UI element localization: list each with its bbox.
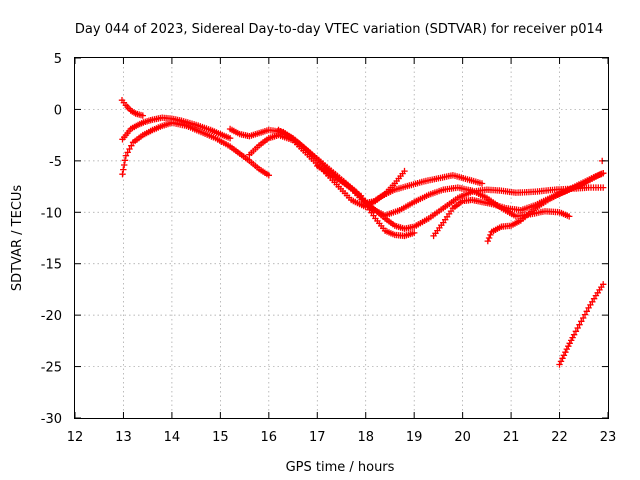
y-tick-label: 5 — [54, 52, 62, 67]
x-tick-label: 13 — [115, 430, 132, 445]
y-tick-label: -15 — [41, 258, 62, 273]
y-tick-label: -5 — [49, 155, 62, 170]
y-tick-label: 0 — [54, 103, 62, 118]
x-tick-label: 21 — [503, 430, 520, 445]
series-track-i — [430, 170, 607, 240]
chart-title: Day 044 of 2023, Sidereal Day-to-day VTE… — [75, 22, 603, 37]
axis-ticks: 12 13 14 15 16 17 18 19 20 21 22 23 5 0 -5 -10 -15 -20 -25… — [41, 52, 617, 445]
x-tick-label: 12 — [67, 430, 84, 445]
y-axis-title: SDTVAR / TECUs — [10, 185, 25, 292]
y-tick-label: -10 — [41, 206, 62, 221]
series-markers — [430, 170, 607, 240]
x-tick-label: 17 — [309, 430, 326, 445]
series-track-a — [119, 119, 272, 179]
series-markers — [119, 119, 272, 179]
series-markers — [556, 281, 607, 368]
series-track-k — [556, 281, 607, 368]
data-series — [118, 97, 607, 368]
y-tick-label: -25 — [41, 361, 62, 376]
x-tick-label: 18 — [357, 430, 374, 445]
grid — [75, 58, 608, 418]
x-tick-label: 22 — [551, 430, 568, 445]
series-markers — [118, 97, 146, 119]
x-tick-label: 14 — [164, 430, 181, 445]
series-track-b — [119, 114, 234, 143]
series-markers — [119, 114, 234, 143]
plot-frame — [74, 57, 609, 419]
x-tick-label: 23 — [600, 430, 617, 445]
x-tick-label: 20 — [454, 430, 471, 445]
y-tick-label: -20 — [41, 309, 62, 324]
x-axis-title: GPS time / hours — [286, 460, 395, 475]
y-tick-label: -30 — [41, 412, 62, 427]
series-track-c — [118, 97, 146, 119]
x-tick-label: 19 — [406, 430, 423, 445]
series-markers — [484, 170, 607, 245]
x-tick-label: 15 — [212, 430, 229, 445]
series-track-j — [484, 170, 607, 245]
x-tick-label: 16 — [261, 430, 278, 445]
